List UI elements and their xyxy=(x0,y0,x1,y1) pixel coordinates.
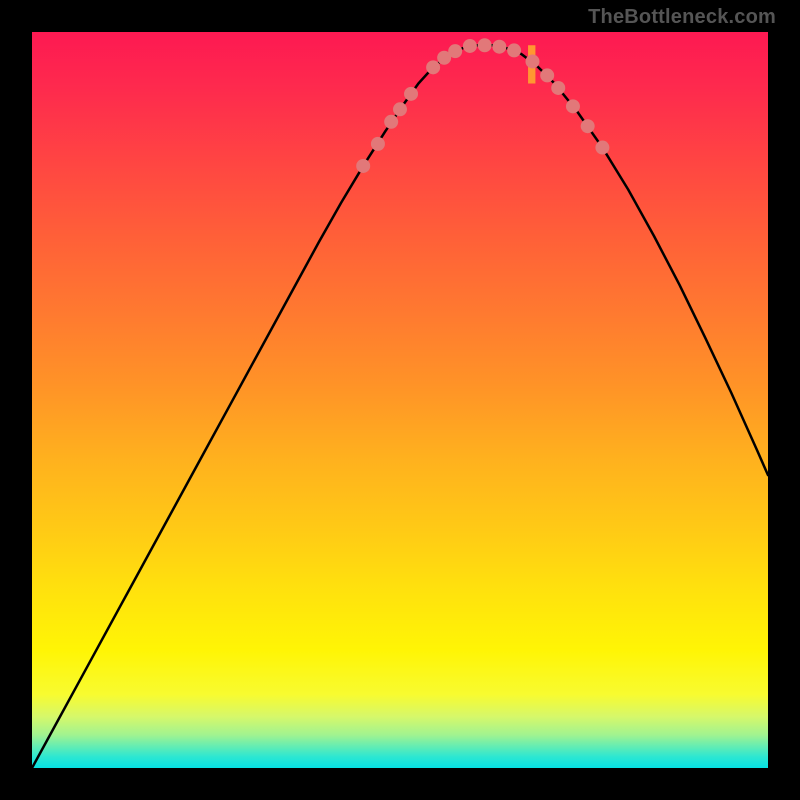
bottleneck-curve-chart xyxy=(0,0,800,800)
curve-marker xyxy=(404,87,418,101)
plot-background xyxy=(32,32,768,768)
curve-marker xyxy=(426,60,440,74)
curve-marker xyxy=(393,102,407,116)
curve-marker xyxy=(463,39,477,53)
curve-marker xyxy=(540,68,554,82)
curve-marker xyxy=(448,44,462,58)
curve-marker xyxy=(371,137,385,151)
curve-marker xyxy=(566,99,580,113)
curve-marker xyxy=(384,115,398,129)
curve-marker xyxy=(492,40,506,54)
curve-marker xyxy=(507,43,521,57)
curve-marker xyxy=(551,81,565,95)
curve-marker xyxy=(525,54,539,68)
curve-marker xyxy=(581,119,595,133)
curve-marker xyxy=(595,141,609,155)
curve-marker xyxy=(356,159,370,173)
chart-stage: TheBottleneck.com xyxy=(0,0,800,800)
curve-marker xyxy=(478,38,492,52)
